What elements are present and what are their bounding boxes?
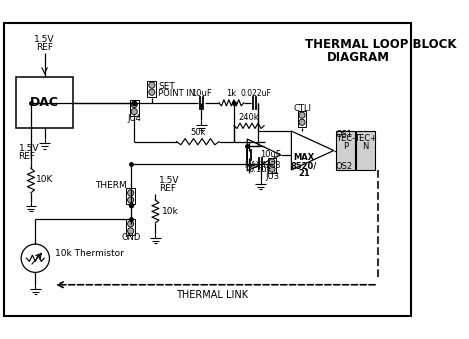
Bar [356,131,375,170]
Circle shape [131,101,137,108]
Polygon shape [291,131,334,170]
Text: REF: REF [19,152,36,161]
Text: JU4: JU4 [127,114,141,123]
Circle shape [299,119,305,125]
Text: JU3: JU3 [265,172,279,181]
Circle shape [128,221,134,227]
Bar [126,219,135,235]
Bar [147,81,156,97]
Text: 50k: 50k [190,128,205,137]
Circle shape [128,197,134,203]
Text: N: N [363,142,369,152]
Bar [298,111,306,127]
Text: TEC-: TEC- [336,134,355,143]
Circle shape [299,112,305,118]
Circle shape [149,89,155,95]
Text: SET: SET [158,82,175,92]
Text: 1.5V: 1.5V [34,35,55,44]
Circle shape [149,82,155,88]
Text: 21: 21 [298,169,310,178]
Circle shape [21,244,49,272]
Text: CTLI: CTLI [293,104,311,113]
Bar [130,100,139,116]
Text: P: P [343,142,348,152]
Text: 0.1uF: 0.1uF [249,164,272,174]
Text: 1.5V: 1.5V [19,144,39,153]
Text: 10uF: 10uF [191,88,212,98]
Text: 1.5V: 1.5V [159,176,180,185]
Text: TEC+: TEC+ [354,134,377,143]
Text: 10K: 10K [36,175,53,184]
Text: 8520/: 8520/ [291,161,317,170]
Bar [335,131,355,170]
Text: 10uF: 10uF [260,151,280,159]
Text: GND: GND [121,234,140,242]
Text: REF: REF [36,43,53,52]
Text: OS1: OS1 [335,130,353,139]
Circle shape [128,190,134,196]
Circle shape [269,166,275,172]
Circle shape [131,108,137,115]
Text: 240k: 240k [239,113,259,122]
Text: 10k Thermistor: 10k Thermistor [55,249,124,258]
Text: OS2: OS2 [335,162,353,171]
Text: THERMAL LOOP BLOCK: THERMAL LOOP BLOCK [305,38,456,51]
Circle shape [128,228,134,234]
Text: REF: REF [159,184,176,193]
Text: THERMAL LINK: THERMAL LINK [176,290,248,300]
Bar [16,77,73,128]
Text: DIAGRAM: DIAGRAM [327,51,390,64]
Text: THERM: THERM [95,181,127,190]
Circle shape [269,159,275,165]
Text: 0.022uF: 0.022uF [241,88,272,98]
Text: POINT IN: POINT IN [158,89,195,99]
Text: 10k: 10k [162,207,178,216]
Bar [268,158,276,174]
Text: MAX: MAX [293,153,314,162]
Text: MAX4238: MAX4238 [244,161,280,170]
Text: DAC: DAC [30,96,59,109]
Bar [126,188,135,204]
Text: 1k: 1k [227,89,236,99]
Polygon shape [247,139,281,171]
